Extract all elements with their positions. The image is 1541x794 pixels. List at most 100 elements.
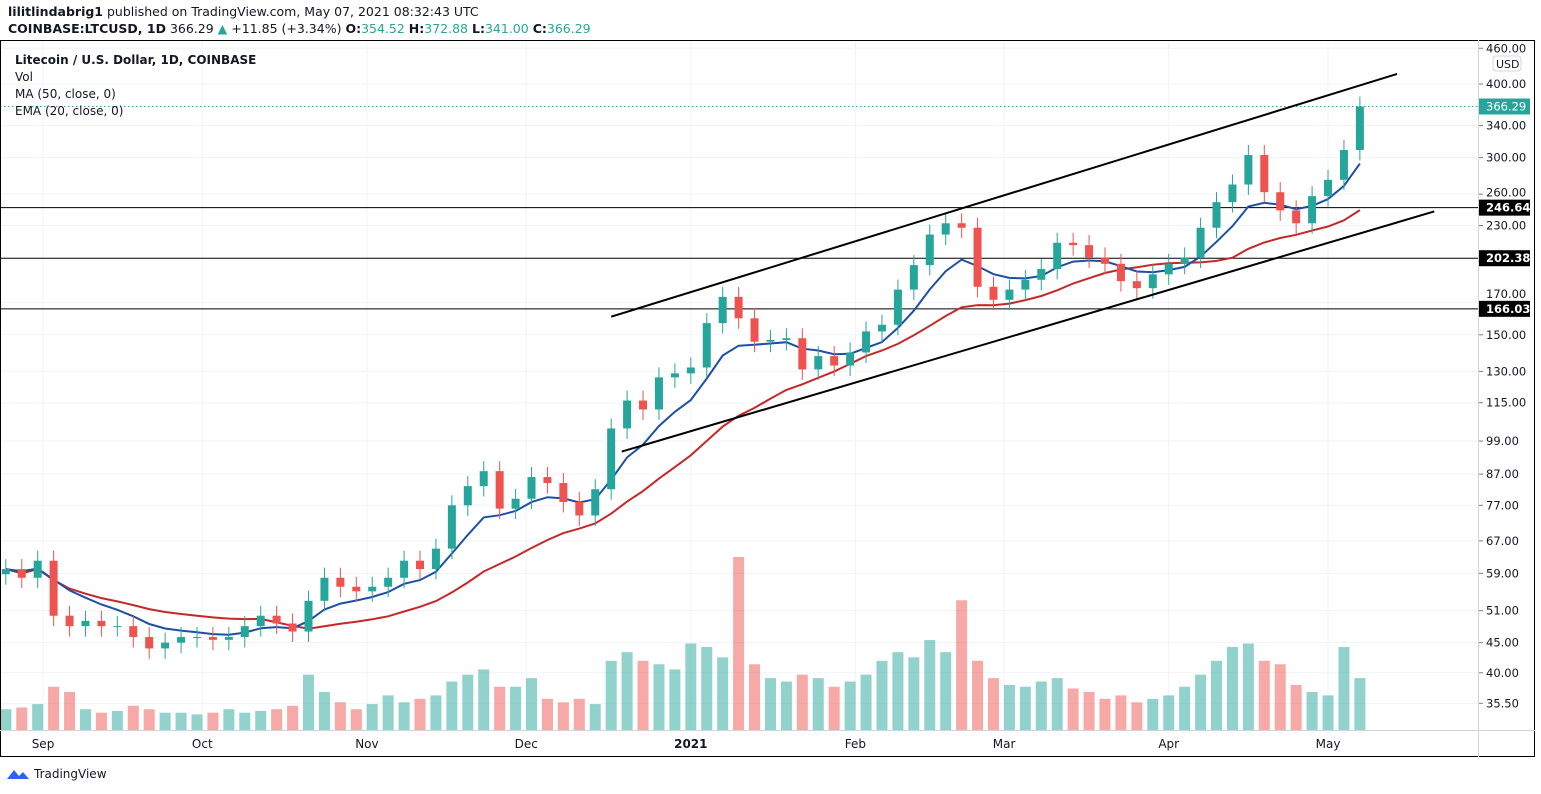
time-tick-label: 2021 (674, 737, 707, 751)
candle-body (941, 223, 950, 235)
candle-body (177, 637, 186, 643)
volume-bar (414, 698, 426, 730)
candle-body (957, 223, 966, 228)
volume-bar (510, 686, 522, 730)
candle-body (272, 615, 281, 624)
candle-body (925, 234, 934, 266)
candle-body (575, 502, 584, 516)
candle-body (702, 323, 711, 368)
price-tick-label: 230.00 (1486, 219, 1526, 233)
volume-bar (303, 674, 314, 730)
high-value: 372.88 (424, 21, 469, 36)
candle-body (1021, 279, 1030, 290)
volume-bar (334, 702, 346, 730)
candle-body (113, 626, 122, 628)
price-tick-label: 300.00 (1486, 151, 1526, 165)
legend-ema[interactable]: EMA (20, close, 0) (15, 104, 124, 118)
volume-bar (749, 664, 761, 730)
candle-body (17, 569, 26, 578)
candle-body (224, 637, 233, 640)
candle-body (782, 338, 791, 340)
volume-bar (987, 678, 999, 730)
candle-body (750, 318, 759, 342)
footer-brand[interactable]: TradingView (6, 767, 107, 781)
candle-body (846, 352, 855, 366)
price-tick-label: 460.00 (1486, 41, 1526, 55)
candle-body (256, 615, 265, 627)
volume-bar (876, 660, 888, 730)
candle-body (145, 637, 154, 649)
time-tick-label: Apr (1158, 737, 1179, 751)
candle-body (192, 637, 201, 639)
candle-body (320, 577, 329, 601)
legend-vol[interactable]: Vol (15, 70, 33, 84)
price-axis[interactable]: 460.00 400.00 340.00 300.00 260.00 230.00 170.… (1478, 41, 1530, 710)
candle-body (97, 620, 106, 627)
candle-body (240, 626, 249, 638)
publish-info: lilitlindabrig1 published on TradingView… (8, 4, 479, 19)
candle-body (368, 586, 377, 592)
volume-bar (621, 652, 633, 730)
volume-bar (446, 681, 458, 730)
volume-bar (812, 678, 824, 730)
last-price-badge (1478, 98, 1530, 115)
volume-bar (159, 712, 171, 730)
price-change: +11.85 (+3.34%) (231, 21, 342, 36)
candle-body (81, 620, 90, 627)
candle-body (543, 477, 552, 484)
price-axis-bg[interactable] (1478, 40, 1535, 757)
volume-bar (1179, 686, 1191, 730)
price-tick-label: 260.00 (1486, 186, 1526, 200)
candle-body (463, 486, 472, 506)
volume-bar (382, 695, 394, 730)
candle-body (654, 377, 663, 410)
volume-bar (366, 704, 378, 730)
trendline (610, 73, 1398, 318)
published-text: published on TradingView.com, May 07, 20… (107, 4, 479, 19)
volume-bar (1290, 685, 1302, 730)
ema-20-line (5, 163, 1361, 636)
tradingview-logo-icon (7, 770, 29, 779)
candle-body (479, 471, 488, 487)
candle-body (65, 615, 74, 627)
publisher-name[interactable]: lilitlindabrig1 (8, 4, 104, 19)
candle-body (208, 637, 217, 640)
candle-body (129, 626, 138, 638)
volume-bar (685, 643, 697, 730)
volume-bar (1338, 646, 1350, 730)
volume-bar (764, 678, 776, 730)
trendlines[interactable] (610, 73, 1435, 453)
volume-bar (1115, 695, 1127, 730)
time-axis[interactable]: Sep Oct Nov Dec 2021 Feb Mar Apr May (32, 737, 1341, 751)
candle-body (304, 600, 313, 632)
legend-ma[interactable]: MA (50, close, 0) (15, 87, 116, 101)
candle-body (1069, 242, 1078, 246)
close-value: 366.29 (546, 21, 591, 36)
time-tick-label: May (1316, 737, 1341, 751)
candle-body (1324, 179, 1333, 197)
candle-body (734, 296, 743, 319)
candle-body (862, 331, 871, 353)
candle-body (1116, 263, 1125, 282)
time-tick-label: Nov (355, 737, 378, 751)
volume-bar (653, 664, 665, 730)
volume-bar (557, 702, 569, 730)
candle-body (384, 577, 393, 587)
candle-body (1132, 281, 1141, 289)
volume-bar (908, 657, 920, 730)
price-tick-label: 77.00 (1486, 498, 1519, 512)
time-tick-label: Mar (993, 737, 1016, 751)
candle-body (49, 560, 58, 616)
volume-bar (1099, 698, 1111, 730)
candle-body (623, 400, 632, 429)
price-tick-label: 99.00 (1486, 434, 1519, 448)
time-tick-label: Feb (845, 737, 866, 751)
volume-bar (191, 714, 203, 730)
low-value: 341.00 (484, 21, 529, 36)
candle-body (527, 477, 536, 499)
close-label: C: (532, 21, 547, 36)
price-tick-label: 87.00 (1486, 467, 1519, 481)
indicator-lines (5, 163, 1361, 636)
volume-bar (1163, 695, 1175, 730)
